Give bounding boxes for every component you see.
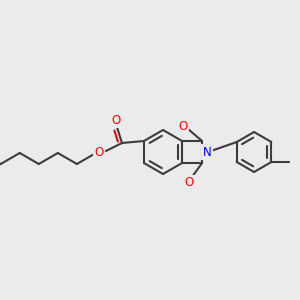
Text: O: O [184,176,194,190]
Text: N: N [203,146,212,158]
Text: O: O [178,119,188,133]
Text: O: O [94,146,104,160]
Text: O: O [111,113,121,127]
